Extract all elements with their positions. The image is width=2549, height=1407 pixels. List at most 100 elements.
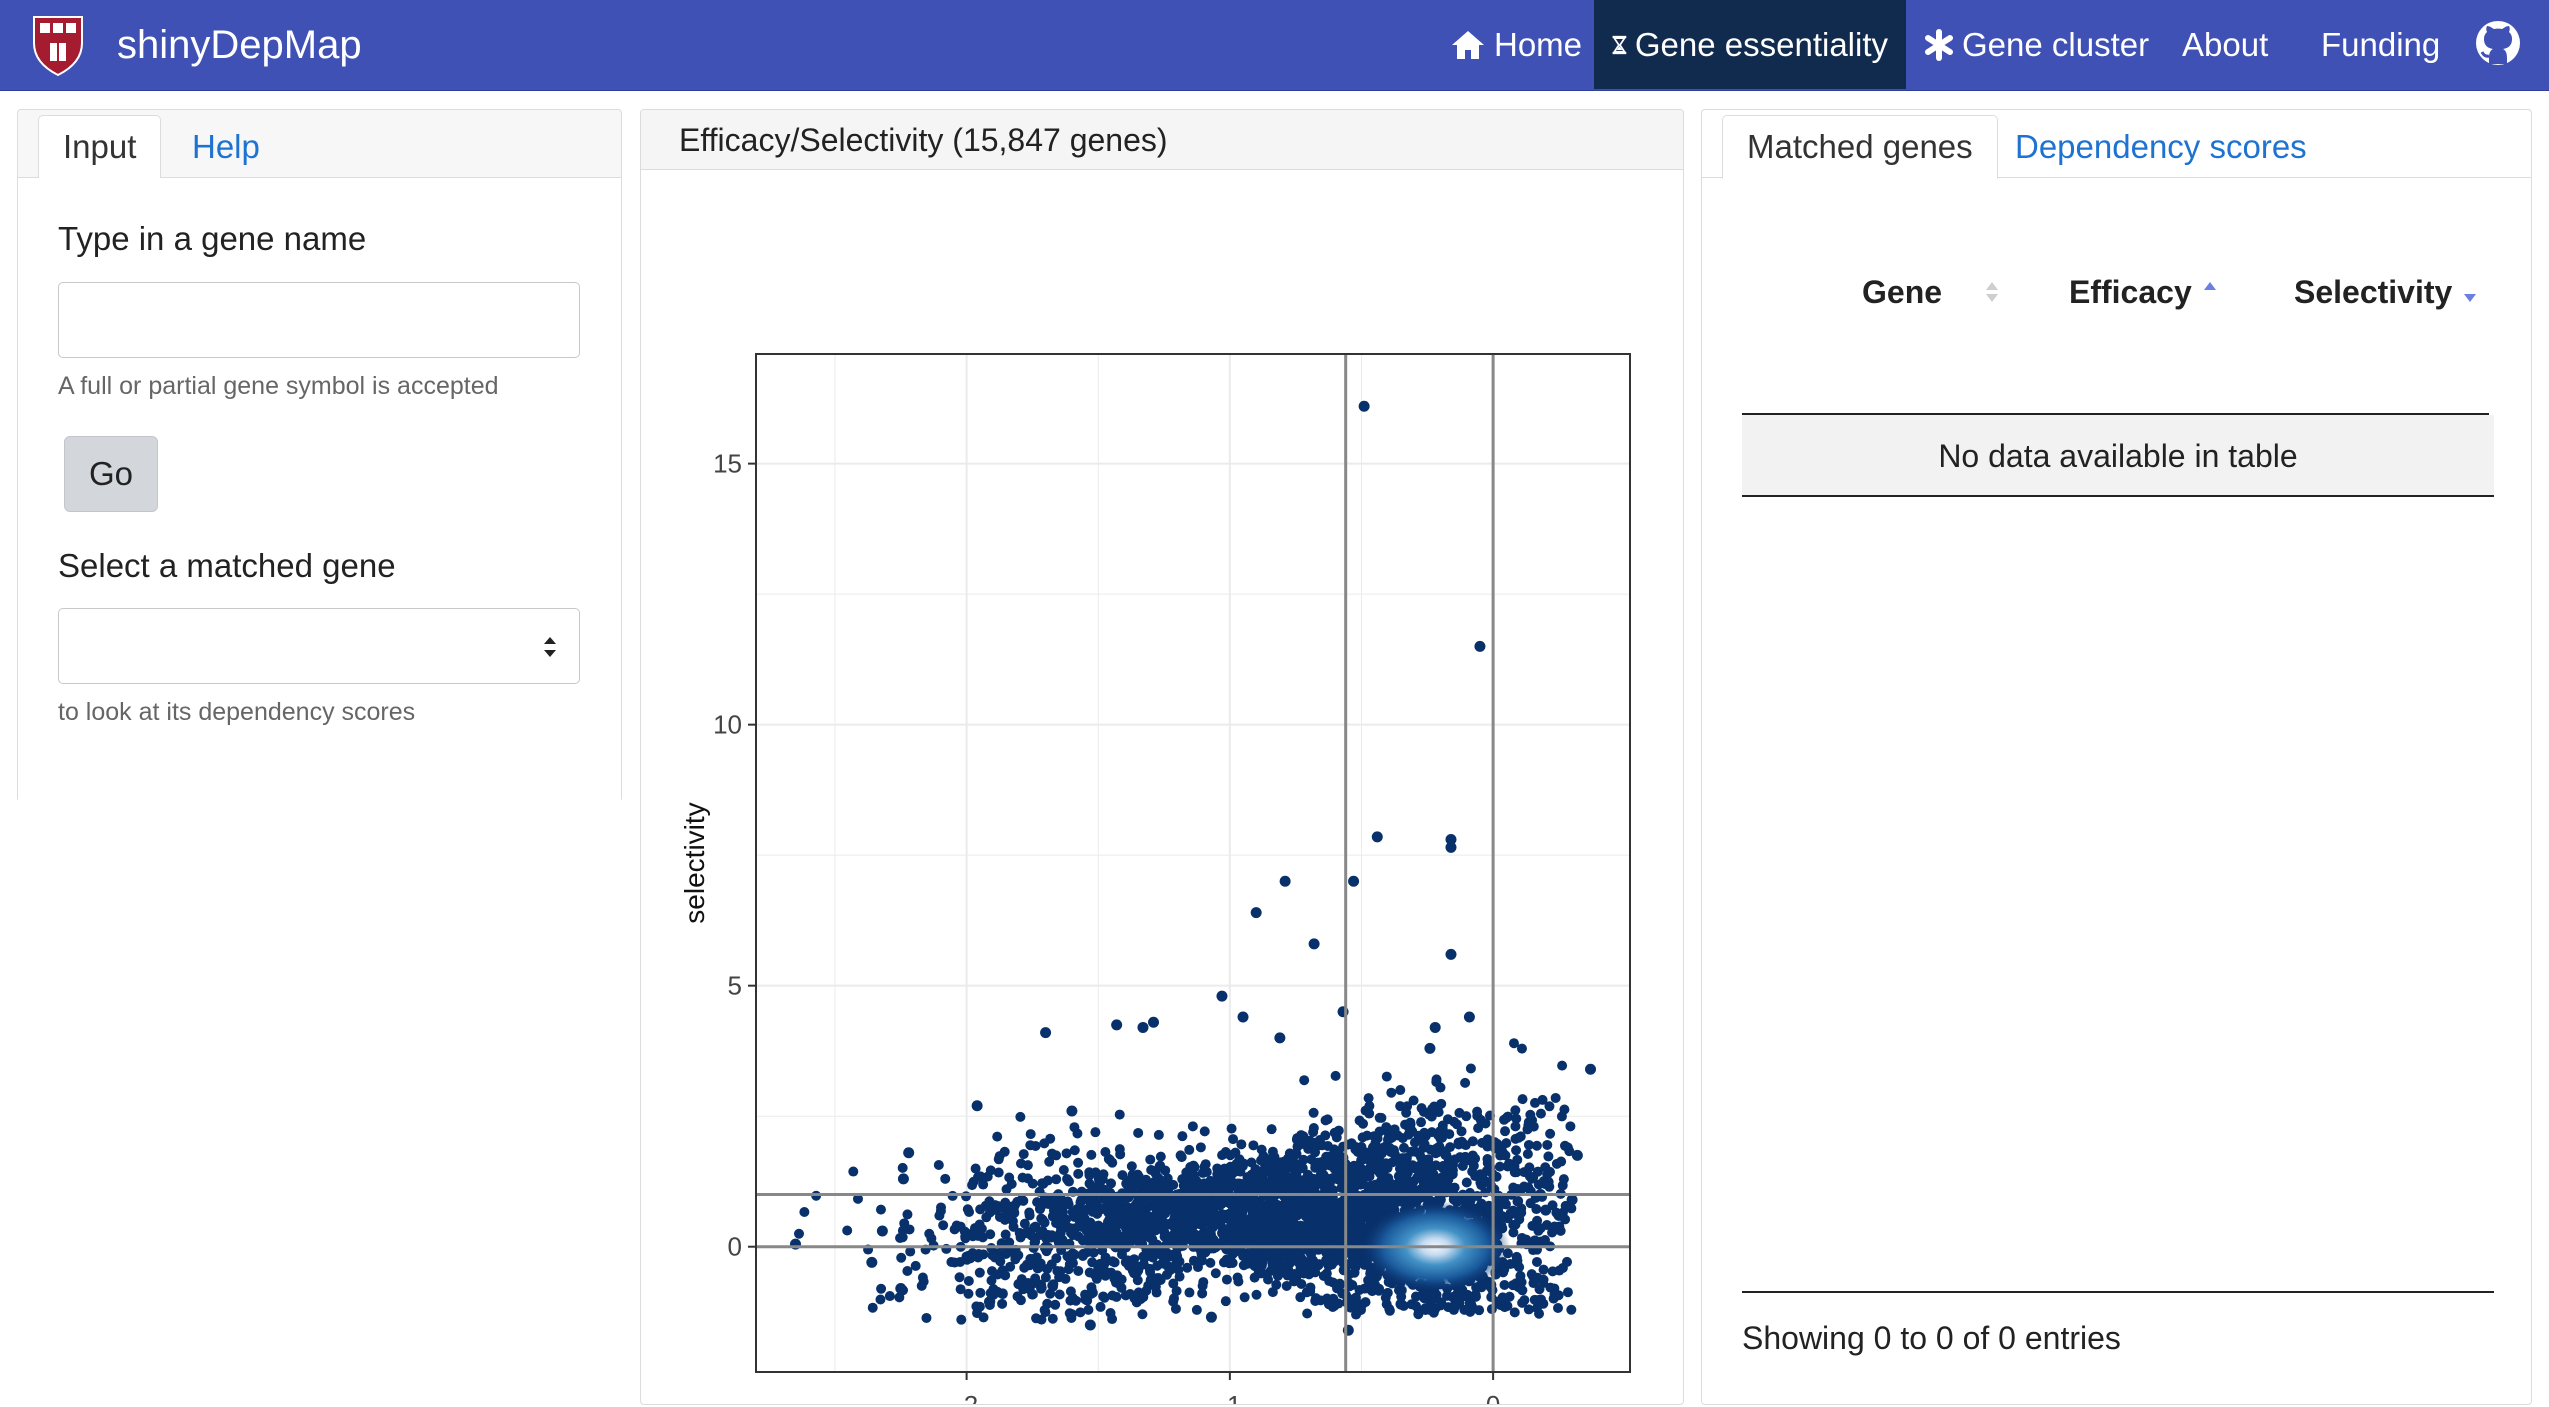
matched-gene-select[interactable]: [58, 608, 580, 684]
nav-funding[interactable]: Funding: [2303, 0, 2458, 89]
scatter-point: [1189, 1162, 1200, 1173]
efficacy-selectivity-scatter[interactable]: -2-10051015efficacyselectivity: [641, 170, 1683, 1404]
scatter-point: [1181, 1194, 1192, 1205]
scatter-point: [1086, 1149, 1097, 1160]
scatter-point: [1553, 1209, 1565, 1221]
scatter-point: [1069, 1145, 1080, 1156]
scatter-point: [1280, 1224, 1291, 1235]
scatter-point: [1289, 1268, 1300, 1279]
scatter-point: [903, 1147, 915, 1159]
scatter-point: [1091, 1273, 1102, 1284]
scatter-point: [949, 1257, 960, 1268]
scatter-point: [1331, 1132, 1342, 1143]
scatter-point: [1364, 1274, 1375, 1285]
sort-unsorted-icon: [1986, 282, 1999, 302]
scatter-point: [1269, 1199, 1280, 1210]
scatter-point: [1073, 1265, 1084, 1276]
scatter-point: [1350, 1199, 1361, 1210]
scatter-point: [1253, 1267, 1264, 1278]
scatter-point: [1549, 1283, 1560, 1294]
scatter-point: [1349, 1267, 1360, 1278]
brand-title[interactable]: shinyDepMap: [117, 23, 362, 67]
scatter-point: [1250, 1195, 1261, 1206]
github-icon[interactable]: [2475, 20, 2521, 66]
tab-matched-genes-label: Matched genes: [1747, 128, 1973, 165]
scatter-point: [1531, 1140, 1542, 1151]
scatter-point: [1100, 1203, 1111, 1214]
scatter-point: [794, 1228, 805, 1239]
scatter-point: [1322, 1114, 1333, 1125]
scatter-point: [1078, 1216, 1089, 1227]
scatter-point: [1263, 1274, 1274, 1285]
nav-gene-essentiality-label: Gene essentiality: [1634, 25, 1888, 63]
scatter-point: [1470, 1289, 1481, 1300]
tab-help[interactable]: Help: [168, 115, 284, 179]
scatter-point: [954, 1272, 965, 1283]
scatter-point: [1545, 1128, 1556, 1139]
tab-matched-genes[interactable]: Matched genes: [1722, 115, 1998, 179]
tab-dependency-scores[interactable]: Dependency scores: [1991, 115, 2331, 179]
scatter-point: [1315, 1295, 1326, 1306]
scatter-point: [1067, 1207, 1078, 1218]
scatter-point: [1245, 1221, 1256, 1232]
nav-about[interactable]: About: [2164, 0, 2286, 89]
nav-home[interactable]: Home: [1432, 0, 1600, 89]
scatter-point: [1221, 1274, 1232, 1285]
scatter-point: [1374, 1158, 1385, 1169]
col-gene[interactable]: Gene: [1862, 262, 2000, 322]
scatter-point: [1348, 1294, 1359, 1305]
scatter-point: [1013, 1279, 1024, 1290]
scatter-point: [1541, 1220, 1552, 1231]
scatter-point: [1522, 1149, 1533, 1160]
scatter-point: [1061, 1148, 1072, 1159]
scatter-point: [1554, 1265, 1565, 1276]
scatter-point: [1066, 1105, 1078, 1117]
scatter-point: [1095, 1258, 1106, 1269]
tab-input[interactable]: Input: [38, 115, 162, 179]
table-empty-row: No data available in table: [1742, 415, 2494, 497]
scatter-point: [978, 1179, 989, 1190]
scatter-point: [1077, 1250, 1088, 1261]
scatter-point: [1429, 1101, 1440, 1112]
x-tick-label: -2: [955, 1390, 978, 1404]
scatter-point: [1398, 1142, 1409, 1153]
scatter-point: [1516, 1203, 1527, 1214]
scatter-point: [1250, 1256, 1261, 1267]
scatter-point: [1148, 1223, 1159, 1234]
scatter-point: [1114, 1109, 1125, 1120]
scatter-point: [1394, 1163, 1405, 1174]
scatter-point: [1007, 1216, 1018, 1227]
scatter-point: [1364, 1171, 1375, 1182]
scatter-point: [842, 1225, 853, 1236]
scatter-point: [1184, 1144, 1195, 1155]
harvard-shield-logo[interactable]: [30, 13, 86, 77]
scatter-point: [1321, 1268, 1332, 1279]
nav-gene-cluster[interactable]: Gene cluster: [1906, 0, 2167, 89]
scatter-point: [962, 1204, 973, 1215]
scatter-point: [1001, 1184, 1012, 1195]
scatter-point: [1234, 1235, 1245, 1246]
scatter-point: [1046, 1259, 1057, 1270]
scatter-point: [1517, 1183, 1528, 1194]
scatter-point: [1456, 1126, 1467, 1137]
scatter-point: [1295, 1196, 1306, 1207]
col-efficacy[interactable]: Efficacy: [2069, 262, 2218, 322]
scatter-point: [1514, 1262, 1525, 1273]
gene-name-input[interactable]: [58, 282, 580, 358]
scatter-point: [985, 1288, 996, 1299]
scatter-point: [1250, 907, 1262, 919]
go-button[interactable]: Go: [64, 436, 158, 512]
scatter-point: [1374, 1112, 1385, 1123]
scatter-point: [1041, 1246, 1052, 1257]
scatter-point: [1425, 1304, 1436, 1315]
scatter-point: [1144, 1231, 1155, 1242]
nav-gene-essentiality[interactable]: Gene essentiality: [1594, 0, 1906, 89]
scatter-point: [1058, 1165, 1069, 1176]
scatter-point: [1371, 1204, 1382, 1215]
scatter-point: [1408, 1095, 1419, 1106]
col-selectivity[interactable]: Selectivity: [2294, 262, 2478, 322]
scatter-point: [1266, 1124, 1277, 1135]
scatter-point: [1233, 1276, 1244, 1287]
scatter-point: [1137, 1021, 1149, 1033]
input-panel: Input Help Type in a gene name A full or…: [17, 109, 622, 802]
